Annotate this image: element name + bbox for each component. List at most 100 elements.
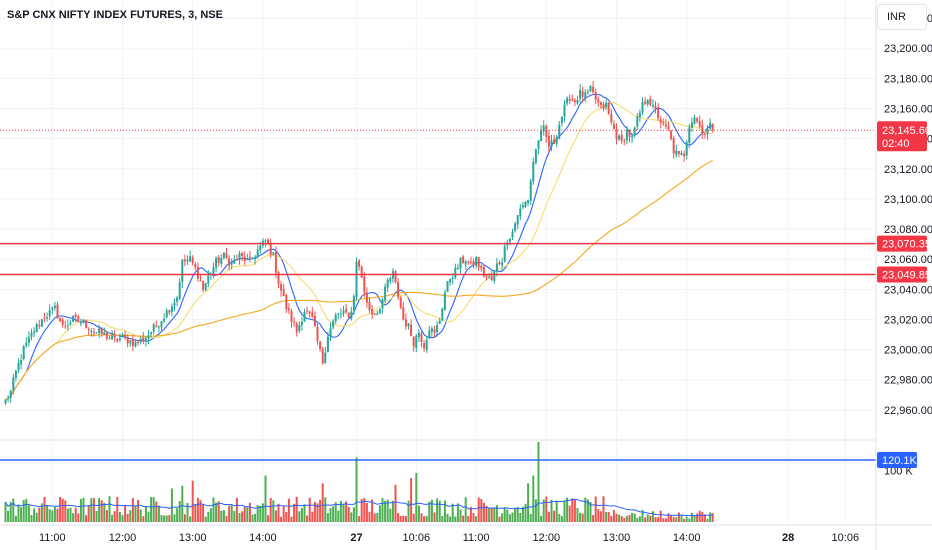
- volume-bar: [654, 517, 657, 522]
- volume-bar: [59, 497, 62, 522]
- volume-bar: [711, 513, 714, 522]
- volume-bar: [558, 514, 561, 522]
- volume-bar: [235, 497, 238, 522]
- candle-body: [181, 259, 184, 283]
- volume-bar: [48, 509, 51, 522]
- volume-bar: [121, 515, 124, 522]
- volume-bar: [74, 507, 77, 522]
- volume-bar: [563, 501, 566, 522]
- volume-bar: [670, 515, 673, 522]
- price-tick-label: 23,180.00: [884, 73, 932, 85]
- time-tick-label: 10:06: [832, 532, 860, 544]
- volume-bar: [495, 505, 498, 522]
- candle-body: [438, 320, 441, 324]
- candle-body: [592, 86, 595, 93]
- volume-bar: [85, 515, 88, 522]
- volume-bar: [555, 500, 558, 522]
- volume-bar: [259, 505, 262, 522]
- volume-bar: [573, 499, 576, 522]
- volume-bar: [605, 512, 608, 522]
- candle-body: [27, 336, 30, 343]
- volume-bar: [295, 496, 298, 522]
- volume-bar: [623, 517, 626, 522]
- time-tick-label: 12:00: [533, 532, 561, 544]
- candle-body: [566, 98, 569, 104]
- candle-body: [215, 258, 218, 268]
- volume-bar: [501, 513, 504, 522]
- volume-bar: [329, 508, 332, 522]
- volume-bar: [462, 515, 465, 522]
- candle-body: [173, 302, 176, 306]
- candle-body: [228, 258, 231, 266]
- candle-body: [194, 264, 197, 268]
- candle-body: [709, 122, 712, 129]
- time-axis[interactable]: 11:00 12:00 13:00 14:00 27 10:06 11:00 12:00 13:…: [39, 532, 859, 544]
- candle-body: [371, 309, 374, 315]
- volume-bar: [61, 498, 64, 522]
- candle-body: [480, 265, 483, 269]
- volume-axis-label: 100 K: [884, 465, 913, 477]
- horizontal-price-lines[interactable]: [0, 129, 876, 276]
- candle-body: [430, 328, 433, 332]
- volume-bar: [204, 516, 207, 522]
- candle-body: [485, 275, 488, 278]
- candle-body: [584, 92, 587, 98]
- volume-bar: [256, 505, 259, 522]
- volume-bar: [178, 500, 181, 522]
- volume-bar: [612, 510, 615, 522]
- candle-body: [142, 337, 145, 342]
- price-tick-label: 22,960.00: [884, 405, 932, 417]
- candle-body: [342, 310, 345, 314]
- candle-body: [696, 118, 699, 122]
- volume-bar: [103, 502, 106, 522]
- candle-body: [72, 315, 75, 322]
- candle-body: [519, 208, 522, 217]
- volume-bar: [92, 497, 95, 522]
- volume-bar: [698, 510, 701, 522]
- volume-bar: [321, 483, 324, 522]
- candle-body: [303, 312, 306, 322]
- volume-bar: [503, 507, 506, 522]
- candle-body: [267, 239, 270, 245]
- volume-bar: [553, 510, 556, 522]
- currency-button[interactable]: INR: [877, 4, 927, 30]
- candle-body: [633, 127, 636, 136]
- candle-body: [51, 307, 54, 310]
- candle-body: [222, 252, 225, 258]
- volume-bar: [599, 511, 602, 522]
- volume-bar: [441, 515, 444, 522]
- volume-bar: [308, 497, 311, 522]
- candle-body: [482, 266, 485, 277]
- volume-bar: [277, 503, 280, 522]
- candle-body: [300, 321, 303, 326]
- candle-body: [355, 261, 358, 297]
- volume-bar: [532, 475, 535, 522]
- volume-bar: [160, 515, 163, 522]
- volume-bar: [352, 507, 355, 522]
- volume-bar: [251, 514, 254, 522]
- volume-bar: [90, 498, 93, 522]
- candle-body: [111, 335, 114, 340]
- candle-body: [105, 332, 108, 339]
- volume-bar: [241, 511, 244, 522]
- candle-body: [332, 321, 335, 328]
- candle-body: [150, 332, 153, 335]
- volume-bar: [157, 505, 160, 522]
- candle-body: [176, 297, 179, 302]
- volume-bar: [527, 483, 530, 522]
- candle-body: [607, 102, 610, 114]
- candle-body: [298, 325, 301, 331]
- candle-body: [462, 256, 465, 264]
- volume-bar: [339, 500, 342, 522]
- volume-bar: [607, 511, 610, 522]
- volume-bar: [490, 507, 493, 522]
- candle-body: [352, 296, 355, 311]
- volume-bar: [633, 513, 636, 522]
- candle-body: [360, 266, 363, 278]
- candle-body: [389, 277, 392, 282]
- volume-bar: [196, 497, 199, 522]
- candle-body: [82, 319, 85, 322]
- volume-bar: [243, 506, 246, 522]
- candle-body: [527, 200, 530, 203]
